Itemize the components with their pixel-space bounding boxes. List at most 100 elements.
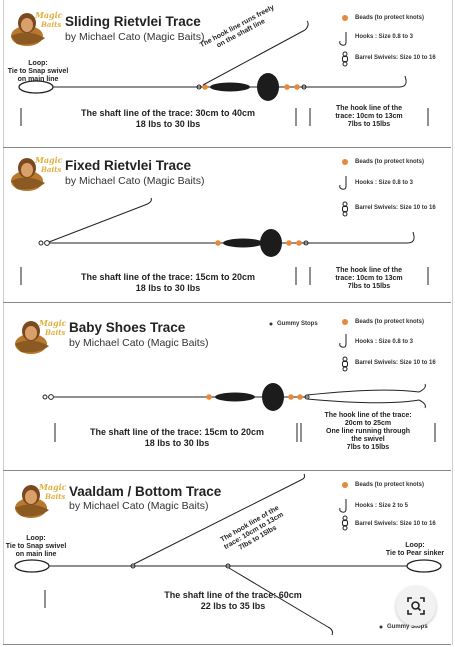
legend-swivel-icon: [342, 515, 348, 531]
legend-swivels: Barrel Swivels: Size 10 to 16: [355, 55, 436, 61]
panel-author: by Michael Cato (Magic Baits): [69, 500, 209, 512]
svg-text:Baits: Baits: [44, 328, 65, 337]
legend-bead-icon: [342, 159, 348, 165]
legend-hook-icon: [339, 499, 347, 513]
gummy-stop-icon: [269, 322, 273, 326]
shaft-line-label: The shaft line of the trace: 15cm to 20c…: [89, 427, 265, 448]
bead: [284, 84, 290, 90]
loop: [14, 559, 50, 573]
svg-text:Magic: Magic: [34, 155, 63, 165]
bead: [206, 394, 212, 400]
legend-beads: Beads (to protect knots): [355, 159, 425, 165]
hook-line-label: The hook line of the trace: 10cm to 13cm 7…: [335, 105, 403, 128]
hook: [304, 20, 309, 31]
panel-title: Baby Shoes Trace: [69, 320, 186, 335]
panel-author: by Michael Cato (Magic Baits): [65, 175, 205, 187]
legend-hooks: Hooks : Size 2 to 5: [355, 503, 409, 509]
visual-search-button[interactable]: [396, 586, 436, 626]
trace-diagram: [42, 319, 436, 442]
swivel-eye: [303, 240, 309, 246]
legend-hooks: Hooks : Size 0.8 to 3: [355, 34, 414, 40]
panel-author: by Michael Cato (Magic Baits): [65, 31, 205, 43]
legend-hooks: Hooks : Size 0.8 to 3: [355, 180, 414, 186]
legend-hook-icon: [339, 334, 347, 348]
panel-title: Fixed Rietvlei Trace: [65, 158, 192, 173]
sinker-body: [210, 82, 250, 92]
bead: [297, 394, 303, 400]
panel-baby-shoes: Magic Baits Baby Shoes Trace by Michael …: [3, 302, 451, 471]
swivel-eye: [38, 240, 44, 246]
loop: [406, 559, 442, 573]
legend-beads: Beads (to protect knots): [355, 15, 425, 21]
trace-diagram: [20, 159, 429, 285]
shaft-line-label: The shaft line of the trace: 30cm to 40c…: [80, 108, 256, 129]
magic-baits-logo: Magic Baits: [15, 318, 67, 354]
visual-search-icon: [407, 597, 425, 615]
hook-line: [48, 204, 146, 243]
hook: [144, 197, 152, 206]
right-loop-label: Loop: Tie to Pear sinker: [385, 542, 445, 557]
svg-text:Magic: Magic: [38, 482, 67, 492]
hook: [418, 383, 426, 393]
panel-vaaldam-bottom: Magic Baits Vaaldam / Bottom Trace by Mi…: [3, 470, 451, 645]
legend-bead-icon: [342, 482, 348, 488]
legend-hook-icon: [339, 32, 347, 46]
bead: [286, 240, 292, 246]
swivel-eye: [196, 84, 202, 90]
hook: [327, 626, 333, 636]
hook-line: [202, 29, 306, 86]
loop-label: Loop: Tie to Snap swivel on main line: [7, 60, 69, 83]
legend-beads: Beads (to protect knots): [355, 319, 425, 325]
bead: [44, 240, 50, 246]
legend-swivel-icon: [342, 51, 348, 67]
hook-line-loop: [306, 389, 420, 404]
panel-sliding-rietvlei: Magic Baits Sliding Rietvlei Trace by Mi…: [3, 0, 451, 148]
hook: [405, 231, 415, 244]
svg-text:Magic: Magic: [38, 318, 67, 328]
trace-diagram: [14, 473, 442, 636]
magic-baits-logo: Magic Baits: [11, 155, 63, 191]
legend-hooks: Hooks : Size 0.8 to 3: [355, 339, 414, 345]
panel-title: Vaaldam / Bottom Trace: [69, 484, 222, 499]
legend-swivels: Barrel Swivels: Size 10 to 16: [355, 360, 436, 366]
legend-bead-icon: [342, 319, 348, 325]
legend-beads: Beads (to protect knots): [355, 482, 425, 488]
sinker-body: [223, 238, 263, 248]
swivel-eye: [42, 394, 48, 400]
bead: [288, 394, 294, 400]
bead: [48, 394, 54, 400]
gummy-stop-icon: [379, 625, 383, 629]
gummy-stops-label: Gummy Stops: [277, 321, 318, 327]
swivel-eye: [130, 563, 136, 569]
sinker-head: [260, 229, 282, 257]
shaft-line-label: The shaft line of the trace: 15cm to 20c…: [80, 272, 256, 293]
sinker-head: [257, 73, 279, 101]
hook: [418, 399, 426, 409]
hook-line: [228, 567, 329, 628]
swivel-eye: [225, 563, 231, 569]
legend-swivels: Barrel Swivels: Size 10 to 16: [355, 521, 436, 527]
bead: [202, 84, 208, 90]
panel-author: by Michael Cato (Magic Baits): [69, 337, 209, 349]
legend-hook-icon: [339, 176, 347, 190]
magic-baits-logo: Magic Baits: [11, 10, 63, 46]
panel-title: Sliding Rietvlei Trace: [65, 14, 201, 29]
loop-label: Loop: Tie to Snap swivel on main line: [5, 535, 67, 558]
svg-text:Baits: Baits: [44, 492, 65, 501]
hook: [395, 75, 407, 88]
magic-baits-logo: Magic Baits: [15, 482, 67, 518]
swivel-eye: [301, 84, 307, 90]
svg-text:Baits: Baits: [40, 165, 61, 174]
shaft-line-label: The shaft line of the trace: 60cm 22 lbs …: [164, 590, 302, 611]
hook-line-label: The hook line of the trace: 10cm to 13cm 7…: [335, 267, 403, 290]
svg-text:Magic: Magic: [34, 10, 63, 20]
legend-bead-icon: [342, 15, 348, 21]
trace-diagram: [18, 15, 429, 126]
legend-swivel-icon: [342, 356, 348, 372]
gummy-stops-label: Gummy Stops: [387, 624, 428, 630]
hook: [300, 473, 306, 481]
legend-swivels: Barrel Swivels: Size 10 to 16: [355, 205, 436, 211]
infographic-page: [3, 0, 453, 645]
legend-swivel-icon: [342, 201, 348, 217]
hook-line: [133, 479, 302, 565]
